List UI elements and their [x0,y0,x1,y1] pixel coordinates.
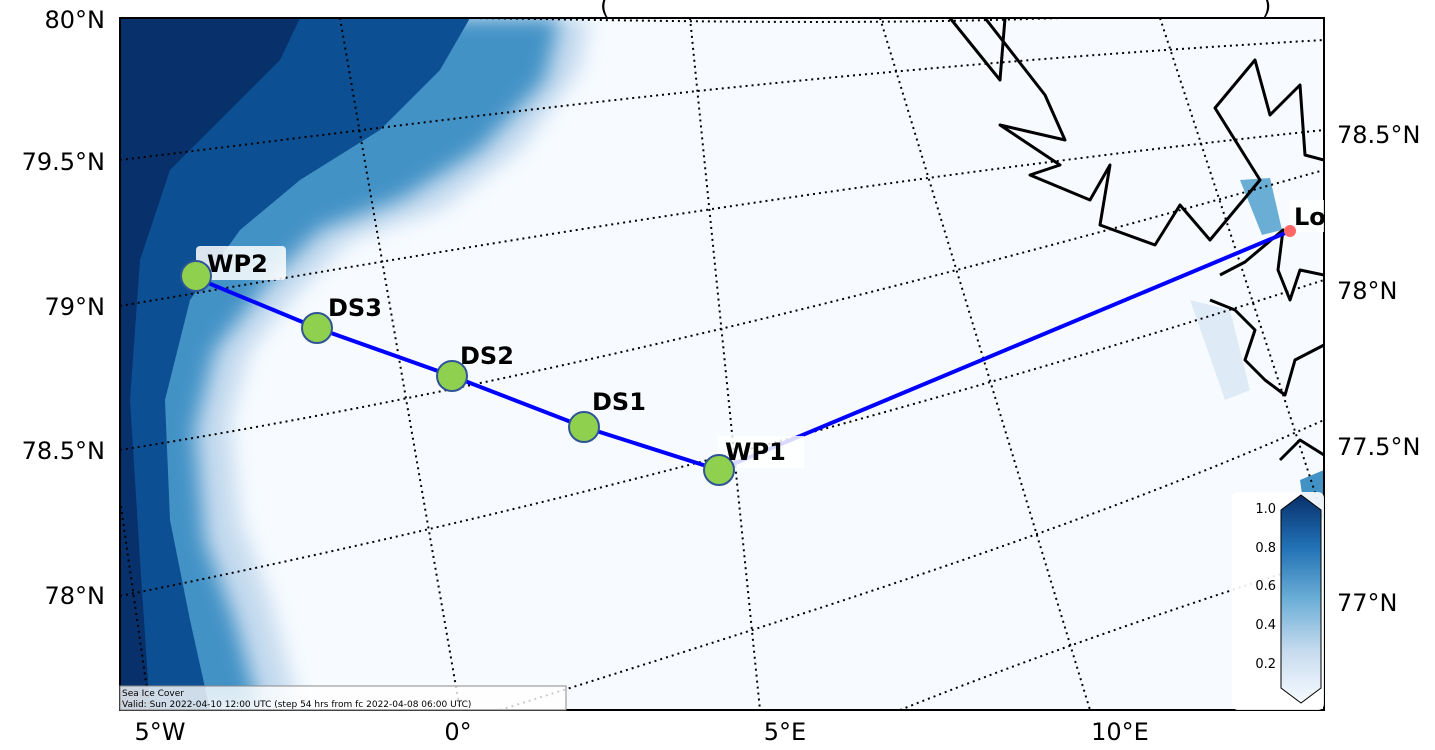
waypoint-ds2[interactable]: DS2 [436,342,514,392]
caption-box: Sea Ice Cover Valid: Sun 2022-04-10 12:0… [119,685,567,711]
route-endpoint[interactable]: Lo [1284,200,1326,237]
colorbar-tick: 0.2 [1255,657,1276,672]
waypoint-wp2[interactable]: WP2 [180,246,286,292]
graticule [120,18,1324,710]
waypoint-label: WP1 [725,438,786,466]
waypoint-ds1[interactable]: DS1 [568,388,646,443]
waypoint-label: WP2 [207,250,268,278]
lat-label: 78°N [1337,277,1398,305]
waypoint-ds3[interactable]: DS3 [301,294,382,344]
lat-label: 78.5°N [22,437,105,465]
waypoint-marker-icon [436,360,468,392]
lat-label: 79°N [45,293,106,321]
title-fragment: ( [600,0,609,20]
colorbar-tick: 1.0 [1255,502,1276,517]
lat-label: 78.5°N [1337,121,1420,149]
waypoint-label: DS1 [592,388,646,416]
lat-label: 80°N [45,6,106,34]
lat-labels-right: 78.5°N 78°N 77.5°N 77°N [1337,121,1420,617]
colorbar-tick: 0.6 [1255,579,1276,594]
colorbar: 1.0 0.8 0.6 0.4 0.2 [1232,492,1324,710]
lon-label: 10°E [1091,718,1149,746]
waypoint-marker-icon [568,411,600,443]
lat-labels-left: 80°N 79.5°N 79°N 78.5°N 78°N [22,6,105,610]
endpoint-marker-icon [1284,225,1296,237]
lat-label: 77°N [1337,589,1398,617]
endpoint-label: Lo [1294,203,1326,231]
lat-label: 78°N [45,582,106,610]
waypoint-wp1[interactable]: WP1 [703,436,804,486]
map-area [120,18,1324,710]
coastline [948,18,1324,462]
lon-label: 5°W [135,718,186,746]
lon-labels-bottom: 5°W 0° 5°E 10°E [135,718,1149,746]
lon-label: 0° [444,718,471,746]
title-fragment-right: ) [1262,0,1271,20]
lat-label: 77.5°N [1337,433,1420,461]
colorbar-tick: 0.4 [1255,618,1276,633]
waypoint-marker-icon [703,454,735,486]
waypoint-marker-icon [180,260,212,292]
lat-label: 79.5°N [22,148,105,176]
map-frame [119,17,1325,711]
waypoint-label: DS2 [460,342,514,370]
waypoint-marker-icon [301,312,333,344]
lon-label: 5°E [764,718,806,746]
caption-line-2: Valid: Sun 2022-04-10 12:00 UTC (step 54… [122,700,471,710]
colorbar-tick: 0.8 [1255,541,1276,556]
waypoint-label: DS3 [328,294,382,322]
caption-line-1: Sea Ice Cover [122,689,184,699]
route-line [195,229,1291,473]
